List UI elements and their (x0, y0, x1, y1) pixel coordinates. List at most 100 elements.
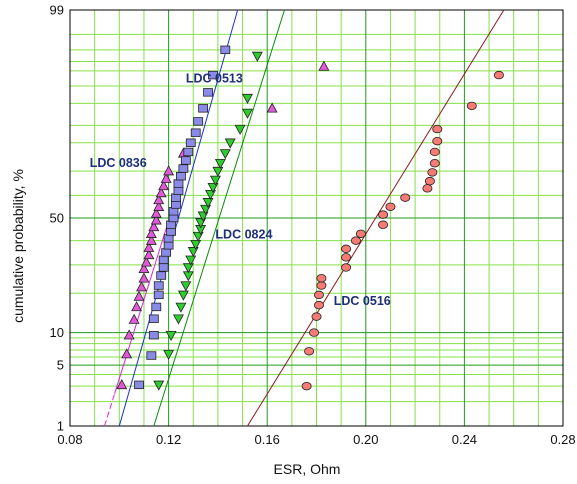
point-ldc-0516 (304, 347, 315, 356)
point-ldc-0824 (187, 247, 199, 258)
point-ldc-0836 (153, 194, 165, 205)
point-ldc-0836 (158, 180, 170, 191)
point-ldc-0513 (156, 271, 167, 280)
point-ldc-0836 (133, 290, 145, 301)
point-ldc-0516 (493, 70, 504, 80)
x-tick-label: 0.20 (353, 432, 378, 447)
point-ldc-0513 (158, 263, 169, 272)
point-ldc-0836 (145, 234, 157, 245)
point-ldc-0513 (183, 147, 194, 157)
point-ldc-0513 (180, 156, 191, 165)
point-ldc-0836 (143, 249, 155, 260)
point-ldc-0513 (193, 117, 204, 126)
y-tick-label: 10 (50, 325, 64, 340)
annotation-ldc-0824: LDC 0824 (215, 227, 272, 241)
point-ldc-0836 (148, 221, 160, 232)
x-tick-label: 0.28 (550, 432, 575, 447)
y-tick-label: 99 (50, 3, 64, 18)
point-ldc-0516 (341, 263, 352, 272)
point-ldc-0516 (350, 236, 361, 245)
point-ldc-0513 (148, 330, 159, 340)
point-ldc-0516 (432, 124, 443, 134)
point-ldc-0824 (224, 138, 236, 149)
fit-line-ldc-0516 (247, 9, 505, 427)
annotation-ldc-0836: LDC 0836 (90, 156, 147, 170)
x-tick-label: 0.12 (156, 432, 181, 447)
point-ldc-0836 (128, 313, 140, 324)
point-ldc-0516 (432, 136, 443, 146)
point-ldc-0516 (316, 274, 327, 283)
point-ldc-0513 (173, 186, 184, 195)
y-tick-label: 1 (57, 419, 64, 434)
series-annotations: LDC 0513 LDC 0836 LDC 0824 LDC 0516 (90, 72, 391, 308)
point-ldc-0836 (138, 262, 150, 273)
point-ldc-0513 (163, 241, 174, 250)
x-tick-label: 0.08 (57, 432, 82, 447)
data-markers (116, 45, 504, 391)
point-ldc-0513 (220, 45, 231, 55)
point-ldc-0836 (136, 281, 147, 292)
point-ldc-0836 (138, 272, 150, 283)
point-ldc-0836 (150, 207, 162, 218)
point-ldc-0824 (190, 239, 202, 250)
x-axis-label: ESR, Ohm (274, 461, 341, 477)
point-ldc-0513 (158, 255, 169, 265)
point-ldc-0513 (190, 128, 201, 137)
point-ldc-0824 (209, 175, 221, 186)
point-ldc-0516 (341, 253, 352, 262)
point-ldc-0513 (176, 171, 186, 181)
point-ldc-0824 (165, 330, 177, 342)
point-ldc-0516 (427, 168, 438, 177)
point-ldc-0836 (160, 172, 172, 183)
point-ldc-0824 (175, 302, 187, 313)
point-ldc-0824 (219, 149, 231, 160)
point-ldc-0516 (313, 300, 324, 310)
point-ldc-0516 (341, 244, 352, 254)
x-tick-label: 0.16 (255, 432, 280, 447)
point-ldc-0513 (153, 290, 164, 300)
point-ldc-0824 (172, 314, 184, 325)
point-ldc-0824 (153, 380, 165, 391)
point-ldc-0836 (131, 301, 143, 312)
point-ldc-0824 (212, 166, 224, 177)
point-ldc-0516 (385, 202, 396, 211)
point-ldc-0836 (116, 379, 128, 390)
y-tick-label: 5 (57, 358, 64, 373)
point-ldc-0836 (145, 227, 157, 238)
point-ldc-0513 (208, 70, 218, 80)
point-ldc-0824 (242, 108, 253, 119)
point-ldc-0516 (429, 159, 440, 168)
point-ldc-0824 (205, 189, 216, 201)
y-tick-label: 50 (50, 211, 64, 226)
point-ldc-0513 (161, 248, 172, 257)
point-ldc-0513 (153, 281, 164, 290)
point-ldc-0513 (178, 164, 189, 173)
annotation-ldc-0513: LDC 0513 (186, 72, 243, 86)
point-ldc-0516 (316, 281, 327, 290)
point-ldc-0516 (424, 176, 435, 186)
point-ldc-0516 (313, 290, 324, 300)
annotation-ldc-0516: LDC 0516 (334, 294, 391, 308)
point-ldc-0513 (134, 380, 144, 390)
point-ldc-0836 (150, 214, 162, 225)
point-ldc-0516 (311, 312, 322, 321)
fit-line-ldc-0836-dashed (104, 393, 116, 427)
x-tick-label: 0.24 (452, 432, 477, 447)
point-ldc-0516 (400, 193, 411, 202)
point-ldc-0513 (173, 179, 184, 188)
point-ldc-0836 (163, 165, 175, 176)
point-ldc-0516 (301, 381, 312, 391)
point-ldc-0824 (182, 263, 194, 274)
point-ldc-0836 (123, 329, 135, 340)
point-ldc-0824 (242, 93, 253, 104)
point-ldc-0824 (185, 255, 197, 266)
point-ldc-0824 (163, 349, 175, 360)
point-ldc-0824 (180, 281, 192, 292)
point-ldc-0836 (121, 348, 133, 359)
tick-labels: 0.08 0.12 0.16 0.20 0.24 0.28 1 5 10 50 99 (50, 3, 576, 448)
point-ldc-0513 (151, 302, 162, 312)
point-ldc-0513 (203, 88, 213, 97)
point-ldc-0516 (422, 184, 433, 193)
point-ldc-0836 (143, 241, 155, 252)
point-ldc-0824 (251, 51, 263, 62)
